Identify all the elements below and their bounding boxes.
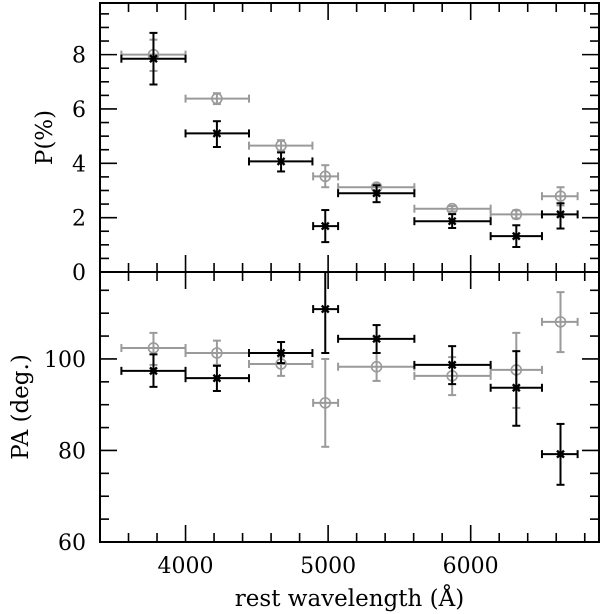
- x-tick-label: 6000: [443, 554, 499, 579]
- circle-marker: [370, 360, 383, 373]
- circle-marker: [319, 397, 332, 409]
- x-tick-label: 5000: [300, 554, 356, 579]
- circle-marker: [147, 342, 160, 354]
- y-tick-label: 4: [72, 152, 86, 177]
- bottom-panel-position-angle: 60 80 100 PA (deg.): [8, 271, 600, 556]
- circle-marker: [510, 208, 523, 221]
- circle-marker: [275, 139, 287, 152]
- y-tick-label: 2: [72, 207, 86, 232]
- plot-frame: [99, 2, 600, 273]
- y-axis-title-position-angle: PA (deg.): [8, 354, 34, 460]
- y-tick-label: 8: [72, 44, 86, 69]
- plot-frame: [99, 271, 600, 543]
- data-series-group: [120, 31, 579, 249]
- y-tick-label: 6: [72, 98, 86, 123]
- series-gray-circle: [120, 291, 579, 448]
- top-panel-polarization: 0 2 4 6 8 P(%): [32, 2, 600, 286]
- y-tick-label: 0: [72, 261, 86, 286]
- circle-marker: [554, 316, 567, 328]
- circle-marker: [446, 202, 458, 215]
- axis-labels: 4000 5000 6000 rest wavelength (Å): [158, 554, 499, 612]
- x-tick-label: 4000: [158, 554, 214, 579]
- x-axis-title: rest wavelength (Å): [235, 584, 464, 612]
- y-axis-title-polarization: P(%): [32, 110, 58, 165]
- circle-marker: [211, 347, 223, 359]
- circle-marker: [319, 170, 332, 183]
- series-black-star: [120, 272, 579, 486]
- series-black-star: [120, 31, 579, 249]
- circle-marker: [554, 190, 567, 202]
- data-series-group: [120, 272, 579, 486]
- y-tick-label: 60: [58, 531, 86, 556]
- y-tick-label: 100: [44, 348, 86, 373]
- y-tick-label: 80: [58, 439, 86, 464]
- circle-marker: [211, 92, 223, 105]
